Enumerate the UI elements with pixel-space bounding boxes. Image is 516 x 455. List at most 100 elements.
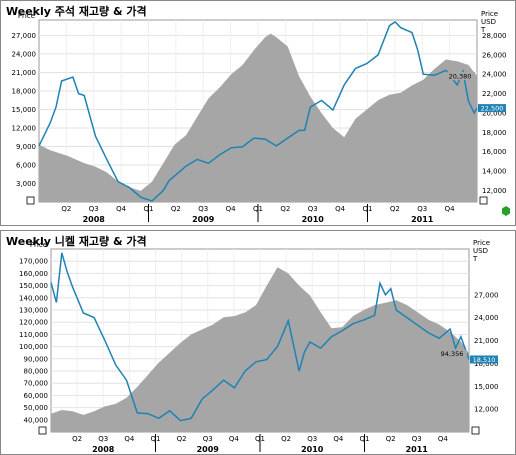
tin-chart-svg: Weekly 주석 재고량 & 가격Price27,00024,00021,00… [0, 0, 516, 226]
left-tick-label: 170,000 [19, 258, 48, 266]
x-quarter-label: Q4 [124, 435, 135, 443]
left-tick-label: 27,000 [12, 32, 37, 40]
chart-title: Weekly 니켈 재고량 & 가격 [6, 234, 147, 248]
right-tick-label: 15,000 [474, 383, 499, 391]
right-axis-label: Price [481, 10, 498, 18]
x-quarter-label: Q3 [308, 205, 318, 213]
right-tick-label: 21,000 [474, 337, 499, 345]
x-quarter-label: Q3 [307, 435, 317, 443]
x-year-label: 2009 [192, 215, 215, 224]
right-tick-label: 26,000 [482, 51, 507, 59]
right-tick-label: 18,000 [474, 360, 499, 368]
x-quarter-label: Q4 [438, 435, 449, 443]
x-quarter-label: Q2 [280, 205, 290, 213]
left-tick-label: 120,000 [19, 319, 48, 327]
x-year-label: 2010 [302, 215, 325, 224]
x-year-label: 2011 [406, 445, 429, 454]
status-marker-icon [502, 206, 510, 216]
left-tick-label: 12,000 [12, 124, 37, 132]
right-axis-label: T [472, 255, 478, 263]
x-year-label: 2009 [197, 445, 220, 454]
left-tick-label: 160,000 [19, 270, 48, 278]
x-quarter-label: Q4 [333, 435, 344, 443]
right-axis-label: T [480, 26, 486, 34]
scroll-box-left [26, 196, 35, 205]
last-value-left-box [445, 72, 475, 81]
last-value-right: 22,500 [481, 105, 504, 113]
x-quarter-label: Q2 [61, 205, 71, 213]
x-quarter-label: Q3 [198, 205, 208, 213]
scroll-box-right [479, 196, 488, 205]
nickel-stock-price-chart: Weekly 니켈 재고량 & 가격 Price 170,000 160,000 150… [0, 230, 516, 455]
right-tick-label: 22,000 [482, 90, 507, 98]
chart-title: Weekly 주석 재고량 & 가격 [6, 4, 147, 18]
right-tick-label: 12,000 [474, 406, 499, 414]
left-tick-label: 150,000 [19, 282, 48, 290]
x-quarter-label: Q4 [229, 435, 240, 443]
left-tick-label: 130,000 [19, 307, 48, 315]
scroll-box-left [38, 426, 47, 435]
last-value-left: 20,380 [449, 73, 472, 81]
x-quarter-label: Q2 [390, 205, 400, 213]
x-year-label: 2008 [92, 445, 115, 454]
last-value-right-box [478, 104, 506, 113]
left-tick-label: 24,000 [12, 50, 37, 58]
right-axis-label: USD [481, 18, 496, 26]
left-tick-label: 9,000 [16, 143, 36, 151]
right-tick-label: 12,000 [482, 187, 507, 195]
x-quarter-label: Q2 [72, 435, 82, 443]
last-value-left: 94,356 [441, 350, 464, 358]
stock-area [51, 267, 469, 432]
panel-separator [0, 226, 516, 230]
left-axis-label: Price [30, 241, 47, 249]
right-tick-label: 16,000 [482, 148, 507, 156]
x-year-label: 2011 [411, 215, 434, 224]
right-tick-label: 27,000 [474, 291, 499, 299]
x-quarter-label: Q3 [98, 435, 108, 443]
price-line [50, 252, 470, 422]
x-year-label: 2008 [83, 215, 106, 224]
x-quarter-label: Q3 [412, 435, 422, 443]
last-value-right: 18,510 [473, 356, 496, 364]
right-axis-label: Price [473, 239, 490, 247]
x-year-label: 2010 [301, 445, 324, 454]
last-value-right-box [470, 355, 498, 364]
left-tick-label: 21,000 [12, 69, 37, 77]
x-quarter-label: Q3 [203, 435, 213, 443]
left-axis-label: Price [18, 12, 35, 20]
right-axis-label: USD [473, 247, 488, 255]
right-tick-label: 20,000 [482, 109, 507, 117]
x-quarter-label: Q2 [177, 435, 187, 443]
left-tick-label: 140,000 [19, 294, 48, 302]
left-tick-label: 18,000 [12, 87, 37, 95]
last-value-left-box [437, 349, 467, 358]
x-quarter-label: Q4 [445, 205, 456, 213]
x-quarter-label: Q3 [89, 205, 99, 213]
left-tick-label: 80,000 [24, 368, 49, 376]
left-tick-label: 40,000 [24, 416, 49, 424]
right-tick-label: 24,000 [474, 314, 499, 322]
left-tick-label: 6,000 [16, 161, 36, 169]
tin-stock-price-chart: Weekly 주석 재고량 & 가격 Price 27,000 24,000 21,00… [0, 0, 516, 226]
scroll-box-right [471, 426, 480, 435]
x-quarter-label: Q4 [226, 205, 237, 213]
x-quarter-label: Q2 [386, 435, 396, 443]
left-tick-label: 90,000 [24, 355, 49, 363]
left-tick-label: 100,000 [19, 343, 48, 351]
left-tick-label: 70,000 [24, 380, 49, 388]
left-tick-label: 110,000 [19, 331, 48, 339]
price-line [38, 20, 478, 202]
x-quarter-label: Q2 [281, 435, 291, 443]
right-tick-label: 14,000 [482, 168, 507, 176]
right-tick-label: 18,000 [482, 129, 507, 137]
right-tick-label: 24,000 [482, 71, 507, 79]
left-tick-label: 15,000 [12, 106, 37, 114]
left-tick-label: 3,000 [16, 180, 36, 188]
x-quarter-label: Q2 [171, 205, 181, 213]
nickel-chart-svg: Weekly 니켈 재고량 & 가격Price170,000160,000150… [0, 230, 516, 455]
stock-area [39, 33, 477, 202]
x-quarter-label: Q4 [116, 205, 127, 213]
right-tick-label: 28,000 [482, 32, 507, 40]
left-tick-label: 50,000 [24, 404, 49, 412]
x-quarter-label: Q3 [417, 205, 427, 213]
